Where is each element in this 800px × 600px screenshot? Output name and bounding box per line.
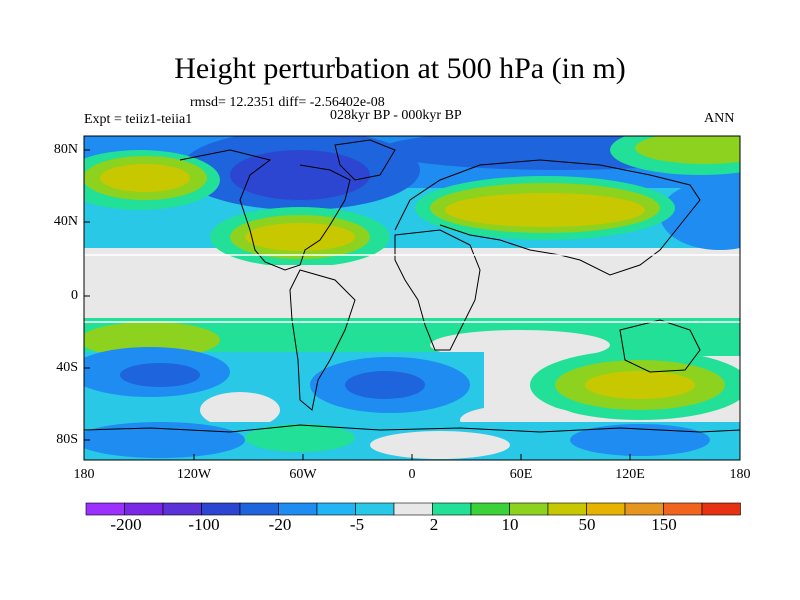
period-label: 028kyr BP - 000kyr BP <box>330 108 462 123</box>
colorbar-label-neg5: -5 <box>349 515 365 534</box>
rmsd-label: rmsd= 12.2351 diff= -2.56402e-08 <box>190 95 385 110</box>
colorbar-box <box>201 502 241 516</box>
colorbar-box <box>432 502 472 516</box>
eurasia-olive <box>445 193 645 227</box>
eurasia-coast <box>394 159 701 276</box>
colorbar-label-50: 50 <box>578 515 596 534</box>
antarctic-neutral <box>370 431 510 459</box>
coastlines <box>84 139 740 433</box>
contour-field <box>84 136 740 460</box>
experiment-label: Expt = teiiz1-teiia1 <box>84 112 193 127</box>
colorbar-box <box>278 502 318 516</box>
south-america-coast <box>289 269 356 411</box>
npac-east-green <box>635 136 740 164</box>
spac-green <box>84 322 220 358</box>
y-tick-label-80n: 80N <box>53 142 78 157</box>
x-tick-label-180e: 180 <box>729 467 751 482</box>
tick-marks <box>84 149 631 460</box>
plot-title: Height perturbation at 500 hPa (in m) <box>174 52 626 85</box>
atlantic-olive <box>245 223 355 251</box>
colorbar-box <box>701 502 741 516</box>
y-tick-label-40s: 40S <box>56 360 78 375</box>
season-label: ANN <box>704 111 735 126</box>
y-tick-label-80s: 80S <box>56 432 78 447</box>
spac-low-core <box>120 363 200 387</box>
colorbar-box <box>124 502 164 516</box>
x-tick-label-120e: 120E <box>615 467 645 482</box>
x-tick-label-60e: 60E <box>509 467 533 482</box>
greenland-coast <box>334 139 396 181</box>
africa-coast <box>394 229 481 351</box>
y-tick-label-0: 0 <box>71 288 78 303</box>
colorbar-box <box>547 502 587 516</box>
colorbar-label-neg200: -200 <box>110 515 142 534</box>
north-america-coast <box>179 149 351 271</box>
south-gap-1 <box>200 392 280 428</box>
greenland-core <box>230 150 370 200</box>
west-pac-blue <box>660 180 740 250</box>
x-tick-label-60w: 60W <box>289 467 317 482</box>
y-tick-label-40n: 40N <box>53 214 78 229</box>
colorbar-box <box>663 502 703 516</box>
colorbar-label-150: 150 <box>651 515 677 534</box>
colorbar-box <box>470 502 510 516</box>
antarctica-coast <box>84 424 740 433</box>
colorbar-label-neg100: -100 <box>188 515 220 534</box>
colorbar-box <box>85 502 125 516</box>
x-tick-label-120w: 120W <box>176 467 212 482</box>
antarctic-teal <box>245 424 355 452</box>
colorbar-box <box>624 502 664 516</box>
sind-olive <box>585 371 695 399</box>
colorbar-label-10: 10 <box>501 515 519 534</box>
colorbar-box <box>162 502 202 516</box>
colorbar-box <box>316 502 356 516</box>
antarctic-east-low <box>570 424 710 456</box>
satl-low-core <box>345 371 425 399</box>
colorbar-box <box>509 502 549 516</box>
x-tick-label-180w: 180 <box>73 467 95 482</box>
colorbar-box <box>239 502 279 516</box>
x-tick-label-0: 0 <box>408 467 416 482</box>
colorbar-label-neg20: -20 <box>268 515 292 534</box>
npac-olive <box>100 164 190 192</box>
colorbar-box <box>393 502 433 516</box>
colorbar-box <box>586 502 626 516</box>
colorbar-boxes <box>85 502 741 516</box>
colorbar-box <box>355 502 395 516</box>
colorbar-label-2: 2 <box>429 515 439 534</box>
contour-lines <box>84 254 740 323</box>
